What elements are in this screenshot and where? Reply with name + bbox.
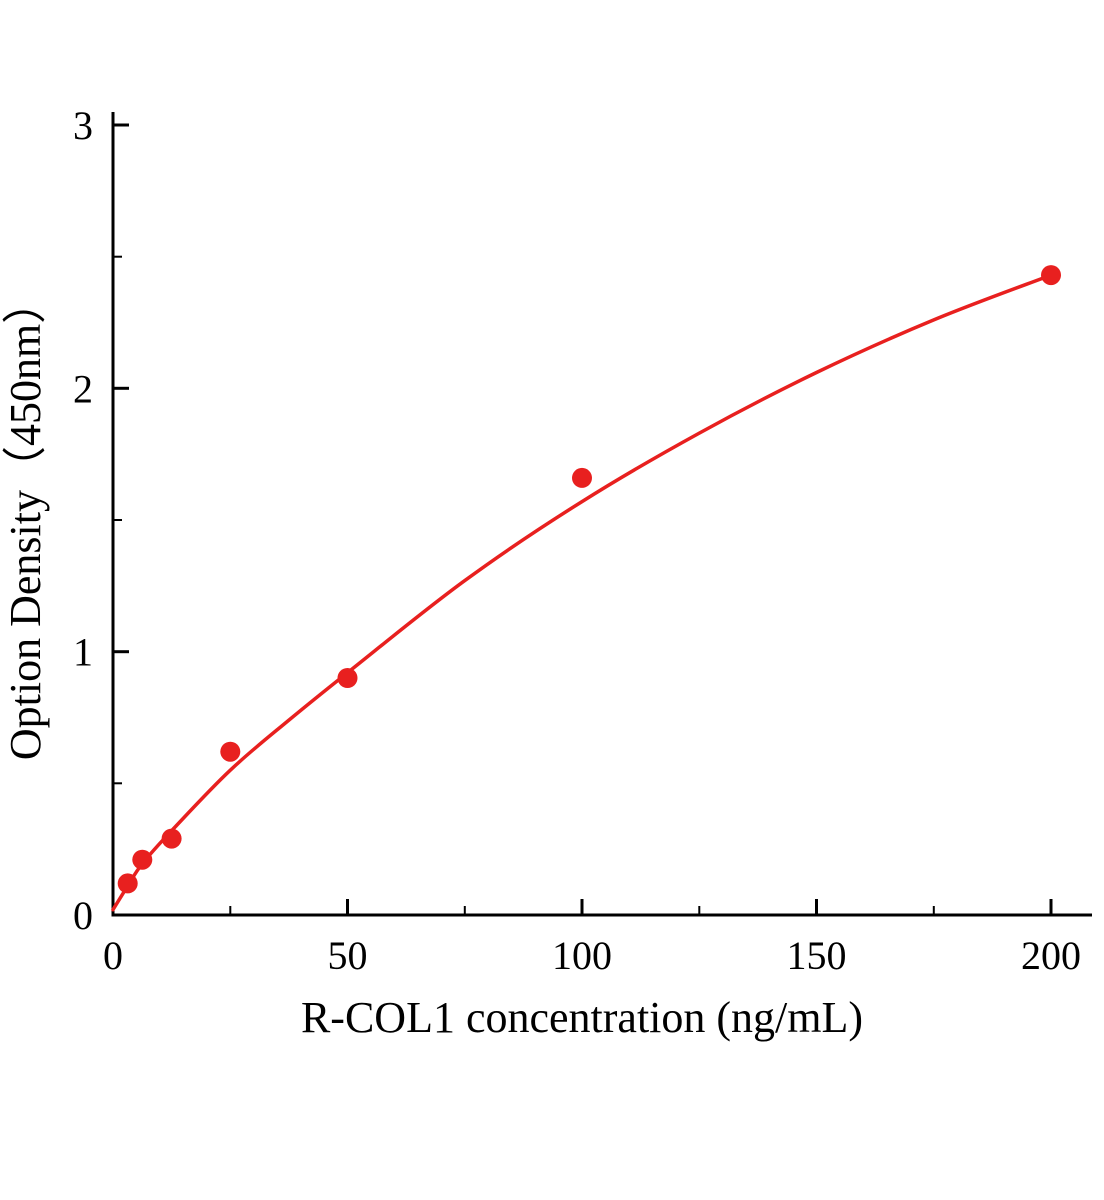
data-point (572, 467, 592, 488)
x-axis-title: R-COL1 concentration (ng/mL) (301, 993, 863, 1042)
data-point (161, 828, 182, 849)
y-tick-label: 2 (73, 366, 93, 411)
data-point (220, 741, 241, 762)
x-tick-label: 100 (552, 933, 612, 978)
x-tick-label: 50 (328, 933, 368, 978)
y-tick-label: 3 (73, 103, 93, 148)
data-point (1041, 265, 1061, 286)
y-tick-label: 0 (73, 893, 93, 938)
axes (111, 112, 1092, 917)
x-tick-label: 200 (1021, 933, 1081, 978)
axis-tick-labels: 0 50 100 150 200 0 1 2 3 (73, 103, 1081, 978)
data-point (337, 668, 358, 688)
x-tick-label: 0 (103, 933, 123, 978)
y-axis-title: Option Density（450nm） (1, 280, 50, 760)
y-tick-label: 1 (73, 630, 93, 675)
data-points (117, 265, 1061, 894)
data-point (117, 873, 138, 894)
x-tick-label: 150 (787, 933, 847, 978)
axis-ticks (111, 123, 1053, 917)
fit-curve-line (111, 273, 1053, 912)
data-point (132, 849, 153, 870)
